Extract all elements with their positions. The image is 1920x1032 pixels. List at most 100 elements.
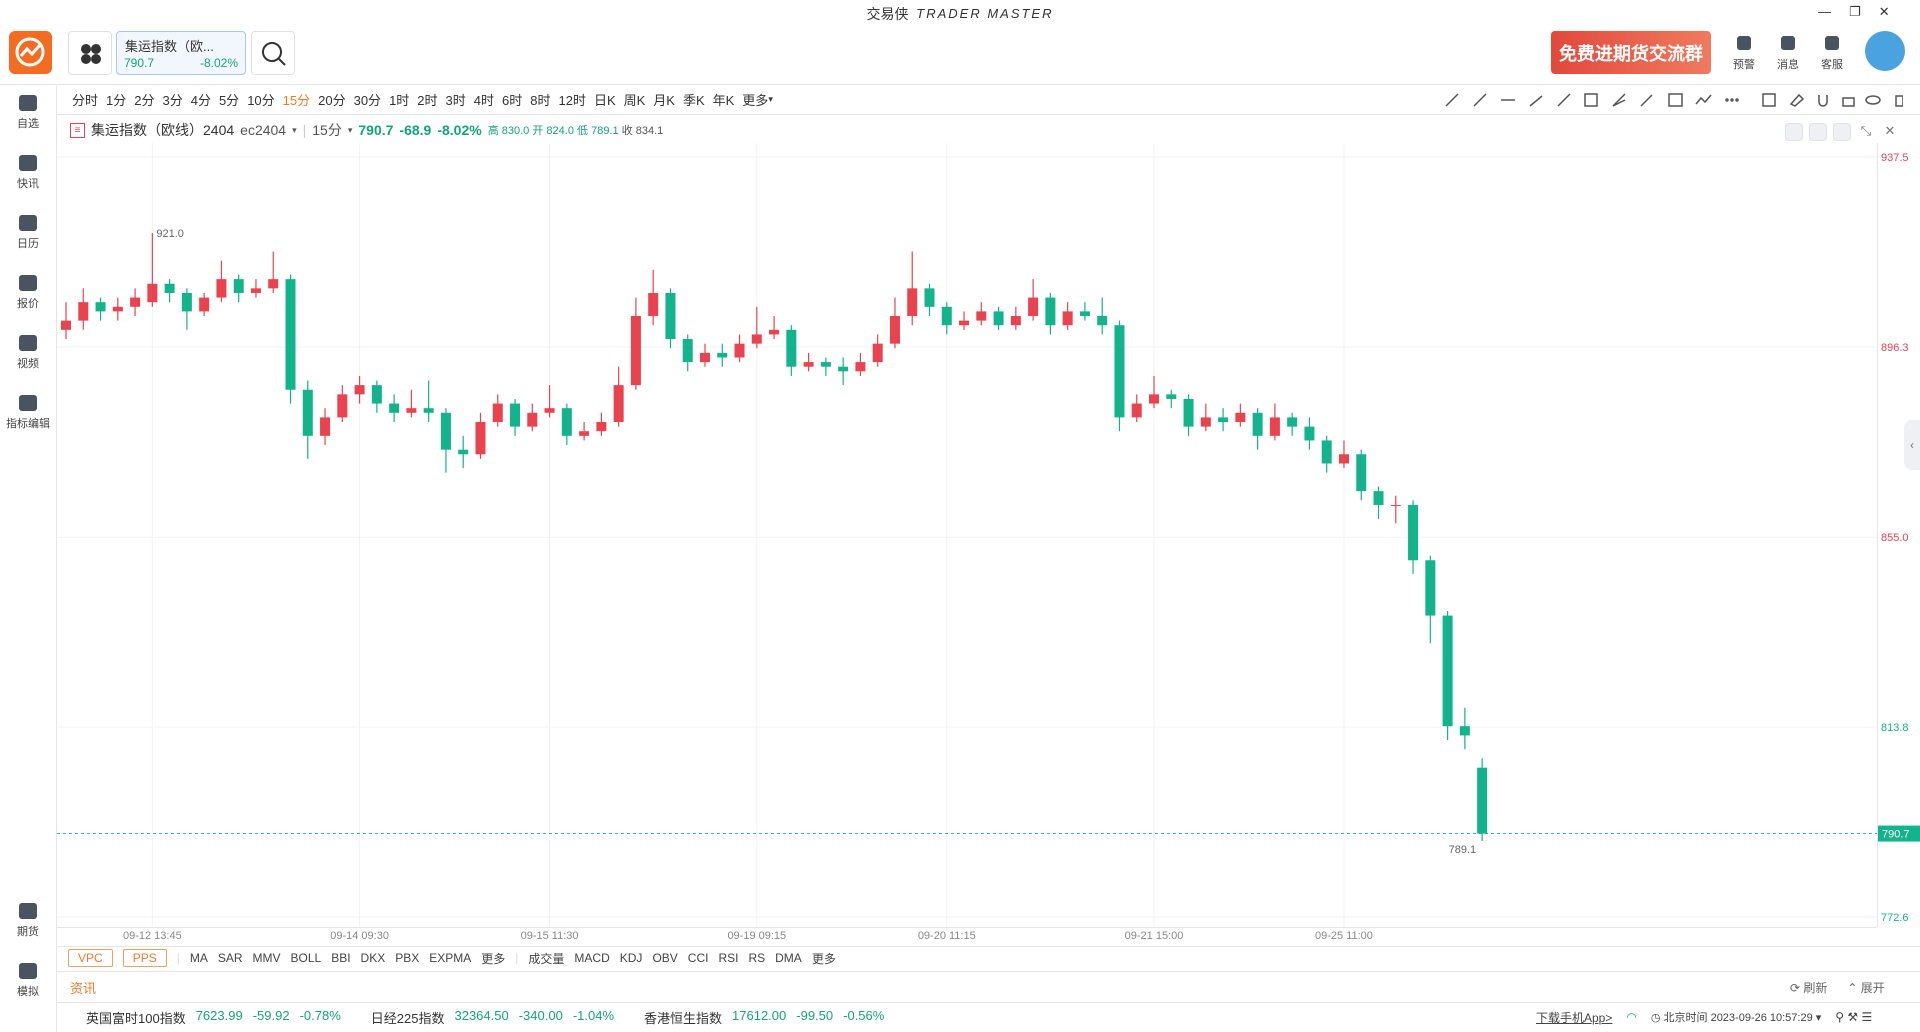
main-indicator[interactable]: MMV — [252, 951, 281, 965]
period-option[interactable]: 月K — [653, 92, 675, 108]
low-label: 低 — [577, 125, 589, 137]
header-action[interactable]: 预警 — [1728, 36, 1760, 72]
search-button[interactable] — [251, 31, 295, 75]
candle-body — [527, 412, 538, 427]
sub-indicator[interactable]: RSI — [718, 951, 739, 965]
ticker-name: 香港恒生指数 — [644, 1010, 723, 1026]
period-option[interactable]: 日K — [593, 92, 616, 108]
instrument-period[interactable]: 15分 — [312, 122, 342, 138]
period-option[interactable]: 6时 — [502, 92, 523, 108]
candle-body — [440, 412, 451, 450]
main-indicator[interactable]: 更多 — [481, 951, 506, 966]
sidebar-item[interactable]: 指标编辑 — [0, 395, 56, 431]
sub-indicator[interactable]: 成交量 — [528, 951, 565, 966]
last-price-tag — [1878, 825, 1920, 842]
period-option[interactable]: 15分 — [282, 92, 311, 108]
candle-body — [544, 408, 555, 413]
sidebar-item[interactable]: 快讯 — [0, 155, 56, 191]
sidebar-item[interactable]: 模拟 — [0, 963, 56, 999]
quote-card[interactable]: 集运指数（欧... 790.7 -8.02% — [116, 31, 246, 75]
sub-indicator[interactable]: CCI — [687, 951, 709, 965]
status-icons[interactable]: ⚲ ⚒ ☰ — [1835, 1010, 1873, 1024]
period-option[interactable]: 1时 — [389, 92, 410, 108]
high-label: 高 — [487, 125, 499, 137]
open-label: 开 — [532, 125, 544, 137]
indicator-toggle[interactable]: PPS — [122, 949, 167, 967]
period-option[interactable]: 1分 — [106, 92, 127, 108]
sidebar-item[interactable]: 期货 — [0, 903, 56, 939]
window-controls[interactable]: — ❐ ✕ — [1818, 4, 1890, 19]
period-option[interactable]: 4分 — [190, 92, 211, 108]
sidebar-item[interactable]: 视频 — [0, 335, 56, 371]
logo[interactable] — [9, 31, 52, 74]
sub-indicator[interactable]: MACD — [574, 951, 610, 965]
drawing-tool-icons[interactable] — [1443, 90, 1903, 110]
promo-banner[interactable]: 免费进期货交流群 — [1551, 31, 1711, 74]
header-action[interactable]: 客服 — [1816, 36, 1848, 72]
instrument-code[interactable]: ec2404 — [240, 122, 287, 138]
sidebar-item[interactable]: 日历 — [0, 215, 56, 251]
sub-indicator[interactable]: 更多 — [811, 951, 836, 966]
quote-card-price: 790.7 — [124, 56, 155, 70]
period-option[interactable]: 2分 — [134, 92, 155, 108]
chart-close[interactable]: ✕ — [1884, 123, 1896, 138]
period-option[interactable]: 5分 — [218, 92, 240, 108]
avatar[interactable] — [1865, 31, 1905, 71]
period-option[interactable]: 2时 — [417, 92, 438, 108]
chart-control[interactable]: ⤡ — [1860, 123, 1872, 138]
candle-body — [130, 297, 141, 307]
menu-button[interactable] — [68, 31, 112, 75]
candle-body — [1425, 560, 1436, 616]
main-indicator[interactable]: DKX — [360, 951, 386, 965]
candle-body — [596, 422, 607, 432]
sidebar-item[interactable]: 自选 — [0, 95, 56, 131]
candle-body — [993, 311, 1004, 326]
main-indicator[interactable]: PBX — [395, 951, 420, 965]
period-option[interactable]: 3时 — [445, 92, 466, 108]
period-option[interactable]: 10分 — [247, 92, 275, 108]
refresh-button[interactable]: ⟳ 刷新 — [1790, 980, 1828, 995]
period-option[interactable]: 30分 — [353, 92, 382, 108]
main-indicator[interactable]: EXPMA — [429, 951, 472, 965]
period-option[interactable]: 年K — [712, 92, 735, 108]
candle-body — [371, 385, 382, 404]
sidebar-icon — [19, 95, 37, 111]
candle-body — [1442, 615, 1453, 727]
sub-indicator[interactable]: OBV — [652, 951, 678, 965]
main-indicator[interactable]: BOLL — [290, 951, 322, 965]
sub-indicator[interactable]: RS — [748, 951, 766, 965]
period-option[interactable]: 12时 — [558, 92, 586, 108]
chart-control[interactable] — [1809, 123, 1827, 141]
period-option[interactable]: 季K — [682, 92, 705, 108]
sidebar-item[interactable]: 报价 — [0, 275, 56, 311]
period-option[interactable]: 20分 — [318, 92, 346, 108]
y-tick-label: 937.5 — [1881, 152, 1909, 164]
period-option[interactable]: 分时 — [72, 92, 99, 108]
period-option[interactable]: 更多 — [742, 92, 769, 108]
candle-body — [164, 283, 175, 293]
collapse-handle[interactable]: ‹ — [1904, 420, 1920, 470]
period-option[interactable]: 8时 — [530, 92, 551, 108]
main-indicator[interactable]: MA — [189, 951, 208, 965]
news-title[interactable]: 资讯 — [70, 980, 97, 996]
chart-control[interactable] — [1785, 123, 1803, 141]
period-option[interactable]: 周K — [623, 92, 646, 108]
period-option[interactable]: 3分 — [162, 92, 183, 108]
candle-body — [665, 292, 676, 340]
main-indicator[interactable]: SAR — [217, 951, 243, 965]
chart-control[interactable] — [1833, 123, 1851, 141]
search-icon — [262, 42, 286, 66]
download-link[interactable]: 下载手机App> — [1536, 1010, 1613, 1025]
action-label: 客服 — [1821, 59, 1843, 71]
indicator-toggle[interactable]: VPC — [68, 949, 113, 967]
sub-indicator[interactable]: KDJ — [619, 951, 643, 965]
main-indicator[interactable]: BBI — [331, 951, 351, 965]
period-option[interactable]: 4时 — [473, 92, 494, 108]
header-action[interactable]: 消息 — [1772, 36, 1804, 72]
expand-button[interactable]: ⌃ 展开 — [1847, 980, 1885, 995]
divider — [57, 946, 1920, 947]
chart-controls: ⤡ ✕ — [1785, 123, 1899, 141]
sub-indicator[interactable]: DMA — [775, 951, 802, 965]
dropdown-caret: ▾ — [768, 93, 773, 104]
